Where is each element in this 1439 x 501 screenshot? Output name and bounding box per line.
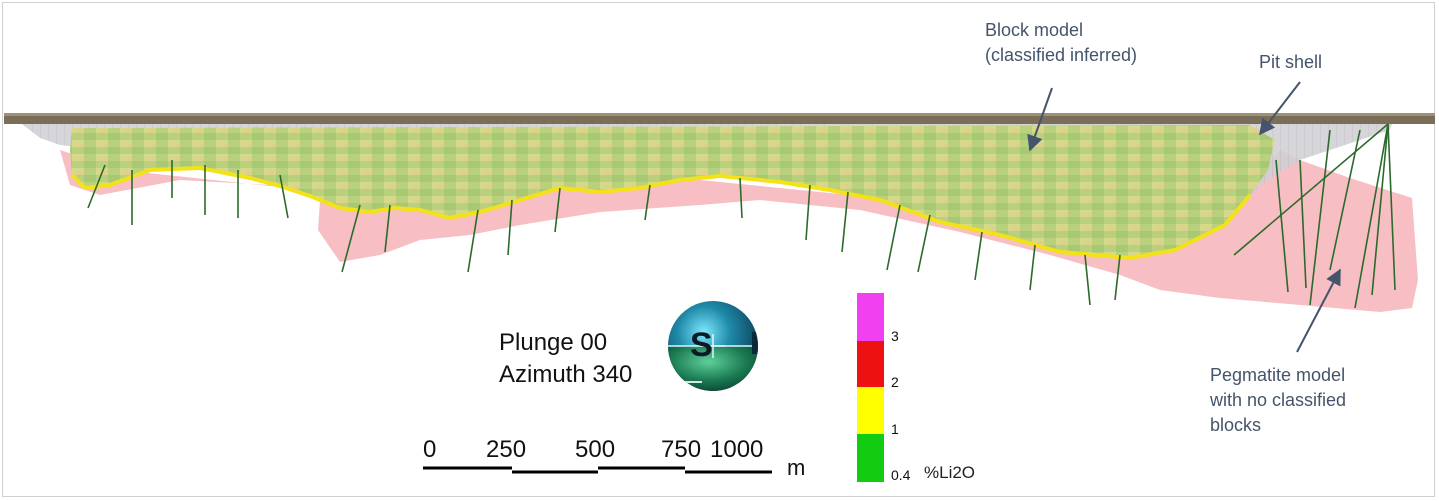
legend-swatch-2 [857,341,884,387]
grade-legend-bar [857,293,884,482]
drillhole [87,164,106,209]
drillhole [1275,159,1289,293]
drillhole [644,184,651,221]
drillhole [1114,254,1121,301]
drillhole [1371,123,1389,296]
block-model-arrow [1027,87,1053,152]
legend-swatch-1 [857,387,884,434]
drillholes [87,123,1396,309]
drillhole [1329,129,1361,271]
drillhole [507,199,513,256]
drillhole [1387,123,1396,291]
pit-shell-arrow [1259,81,1301,136]
scale-tick-500: 500 [575,436,616,463]
drillhole [341,204,361,273]
drillhole [1299,159,1307,289]
scale-tick-250: 250 [486,436,527,463]
legend-label-04: 0.4 [891,467,911,483]
drillhole [384,204,391,253]
drillhole [1029,244,1036,291]
drillhole [554,187,561,233]
drillhole [805,184,811,241]
legend-swatch-3 [857,293,884,341]
legend-label-3: 3 [891,328,899,344]
drillhole [974,231,983,281]
topography-highlight [4,113,1435,116]
pegmatite-label-line2: with no classified [1210,390,1347,410]
scale-bar [423,466,772,474]
scale-tick-0: 0 [423,436,437,463]
drillhole [886,204,901,271]
legend-label-1: 1 [891,421,899,437]
plunge-label: Plunge 00 [499,329,608,356]
scale-tick-750: 750 [661,436,702,463]
compass-letter: S [690,326,713,364]
pegmatite-label-line1: Pegmatite model [1210,365,1346,385]
block-model [70,125,1275,258]
pegmatite-label: Pegmatite model with no classified block… [1210,363,1346,438]
block-model-label-line1: Block model [985,20,1084,40]
legend-swatch-04 [857,434,884,482]
block-model-label-line2: (classified inferred) [985,45,1138,65]
drillhole [739,177,743,219]
drillhole [1354,123,1389,309]
block-model-lower-rim [70,165,1252,261]
drillhole [1309,129,1331,306]
drillhole [917,214,931,273]
drillhole [1084,254,1091,306]
azimuth-label: Azimuth 340 [499,361,633,388]
pit-shell-label: Pit shell [1259,52,1323,72]
scale-tick-1000: 1000 [710,436,764,463]
drillhole [279,174,289,219]
scale-unit: m [787,455,806,480]
orientation-sphere [668,301,758,391]
drillhole [841,191,849,253]
topography-surface [4,113,1435,124]
block-model-label: Block model (classified inferred) [985,18,1137,68]
legend-label-2: 2 [891,374,899,390]
pegmatite-arrow [1296,268,1341,353]
legend-title: %Li2O [924,463,976,482]
drillhole [467,209,479,273]
drillhole [1233,123,1389,256]
pegmatite-label-line3: blocks [1210,415,1262,435]
